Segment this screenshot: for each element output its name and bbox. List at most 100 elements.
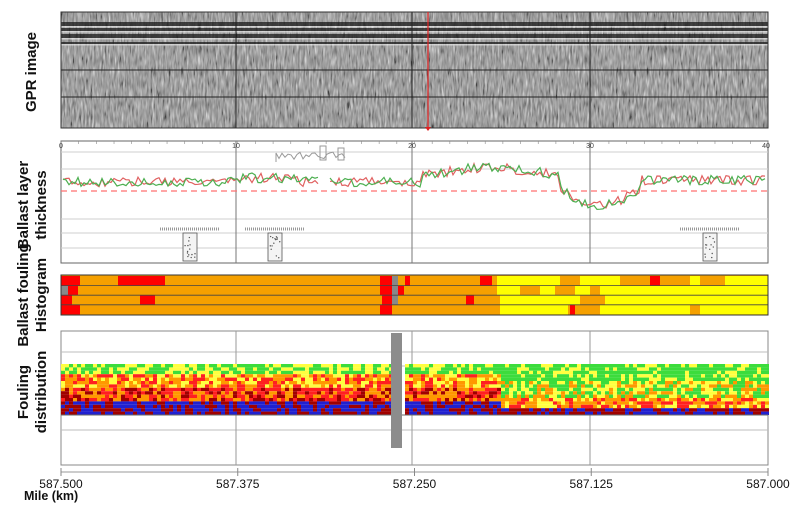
fouling-cell	[601, 377, 605, 381]
fouling-cell	[765, 401, 769, 405]
fouling-cell	[325, 391, 329, 395]
fouling-cell	[625, 370, 629, 375]
fouling-cell	[65, 364, 69, 368]
fouling-cell	[341, 391, 345, 395]
fouling-cell	[221, 367, 225, 371]
fouling-cell	[185, 367, 189, 371]
fouling-cell	[341, 411, 345, 415]
fouling-cell	[505, 377, 509, 381]
fouling-cell	[585, 381, 589, 385]
fouling-cell	[737, 391, 741, 395]
fouling-cell	[61, 408, 65, 412]
fouling-cell	[669, 394, 673, 398]
fouling-cell	[569, 398, 573, 402]
fouling-cell	[425, 367, 429, 371]
fouling-cell	[201, 370, 205, 375]
fouling-cell	[525, 411, 529, 415]
fouling-cell	[129, 411, 133, 415]
thickness-annotation-box	[267, 232, 283, 262]
fouling-cell	[233, 374, 237, 378]
fouling-cell	[333, 381, 337, 385]
fouling-cell	[73, 370, 77, 375]
fouling-cell	[253, 367, 257, 371]
fouling-cell	[405, 381, 409, 385]
fouling-cell	[405, 398, 409, 402]
fouling-cell	[205, 384, 209, 388]
thickness-annotation-dot	[273, 242, 275, 244]
fouling-cell	[549, 364, 553, 368]
fouling-cell	[109, 398, 113, 402]
fouling-cell	[717, 401, 721, 405]
fouling-cell	[617, 387, 621, 392]
fouling-cell	[713, 391, 717, 395]
fouling-cell	[409, 408, 413, 412]
cursor-marker[interactable]	[425, 127, 431, 131]
fouling-cell	[689, 404, 693, 409]
fouling-cell	[689, 401, 693, 405]
thickness-series-green	[62, 162, 766, 211]
fouling-cell	[725, 364, 729, 368]
fouling-cell	[73, 384, 77, 388]
fouling-cell	[289, 377, 293, 381]
fouling-cell	[189, 387, 193, 392]
fouling-cell	[497, 391, 501, 395]
fouling-cell	[201, 384, 205, 388]
fouling-cell	[125, 411, 129, 415]
fouling-cell	[157, 364, 161, 368]
fouling-cell	[541, 367, 545, 371]
fouling-cell	[685, 411, 689, 415]
fouling-cell	[273, 404, 277, 409]
fouling-cell	[421, 408, 425, 412]
fouling-cell	[637, 374, 641, 378]
fouling-cell	[245, 377, 249, 381]
fouling-cell	[381, 381, 385, 385]
fouling-cell	[205, 370, 209, 375]
fouling-cell	[365, 381, 369, 385]
fouling-cell	[317, 381, 321, 385]
fouling-cell	[117, 364, 121, 368]
fouling-cell	[61, 377, 65, 381]
fouling-cell	[117, 408, 121, 412]
fouling-cell	[597, 387, 601, 392]
fouling-cell	[625, 391, 629, 395]
fouling-cell	[541, 401, 545, 405]
fouling-cell	[193, 364, 197, 368]
fouling-cell	[257, 391, 261, 395]
fouling-cell	[525, 377, 529, 381]
fouling-cell	[109, 401, 113, 405]
fouling-cell	[153, 367, 157, 371]
fouling-cell	[237, 411, 241, 415]
fouling-cell	[305, 387, 309, 392]
gpr-reflection-band-light	[61, 31, 768, 33]
fouling-cell	[229, 391, 233, 395]
fouling-cell	[337, 374, 341, 378]
fouling-cell	[597, 374, 601, 378]
fouling-cell	[297, 374, 301, 378]
fouling-cell	[697, 377, 701, 381]
fouling-cell	[113, 411, 117, 415]
fouling-cell	[677, 384, 681, 388]
fouling-cell	[621, 398, 625, 402]
fouling-cell	[577, 401, 581, 405]
fouling-cell	[265, 377, 269, 381]
fouling-cell	[229, 404, 233, 409]
fouling-cell	[285, 370, 289, 375]
fouling-cell	[657, 394, 661, 398]
histogram-segment	[380, 285, 392, 296]
fouling-cell	[545, 381, 549, 385]
fouling-cell	[117, 394, 121, 398]
fouling-cell	[429, 381, 433, 385]
fouling-cell	[677, 374, 681, 378]
fouling-cell	[593, 387, 597, 392]
fouling-cell	[593, 408, 597, 412]
fouling-cell	[293, 364, 297, 368]
fouling-cell	[713, 411, 717, 415]
fouling-cell	[413, 381, 417, 385]
fouling-cell	[525, 394, 529, 398]
fouling-cell	[753, 404, 757, 409]
fouling-cell	[269, 370, 273, 375]
fouling-cell	[689, 408, 693, 412]
fouling-cell	[77, 381, 81, 385]
fouling-cell	[409, 384, 413, 388]
fouling-cell	[293, 367, 297, 371]
